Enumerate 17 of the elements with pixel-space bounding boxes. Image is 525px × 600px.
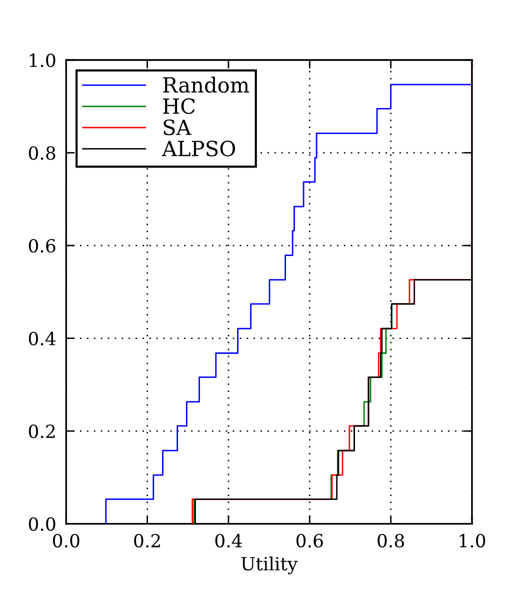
x-tick-label: 1.0 [460, 534, 486, 548]
y-tick-label: 0.6 [28, 238, 56, 253]
y-tick-label: 0.4 [28, 332, 56, 346]
x-tick-label: 0.2 [134, 534, 160, 548]
y-tick-label: 0.0 [28, 517, 56, 531]
legend-label: SA [164, 119, 192, 136]
y-tick-label: 0.8 [28, 146, 56, 160]
x-tick-label: 0.8 [378, 534, 404, 548]
x-tick-label: 0.0 [52, 534, 80, 548]
legend-label: ALPSO [162, 140, 236, 156]
legend-label: Random [163, 76, 250, 93]
legend-label: HC [163, 98, 195, 114]
x-tick-label: 0.4 [215, 534, 242, 548]
x-tick-label: 0.6 [296, 534, 323, 548]
y-tick-label: 0.2 [28, 424, 55, 438]
y-tick-label: 1.0 [30, 53, 56, 68]
x-axis-title: Utility [241, 556, 298, 574]
